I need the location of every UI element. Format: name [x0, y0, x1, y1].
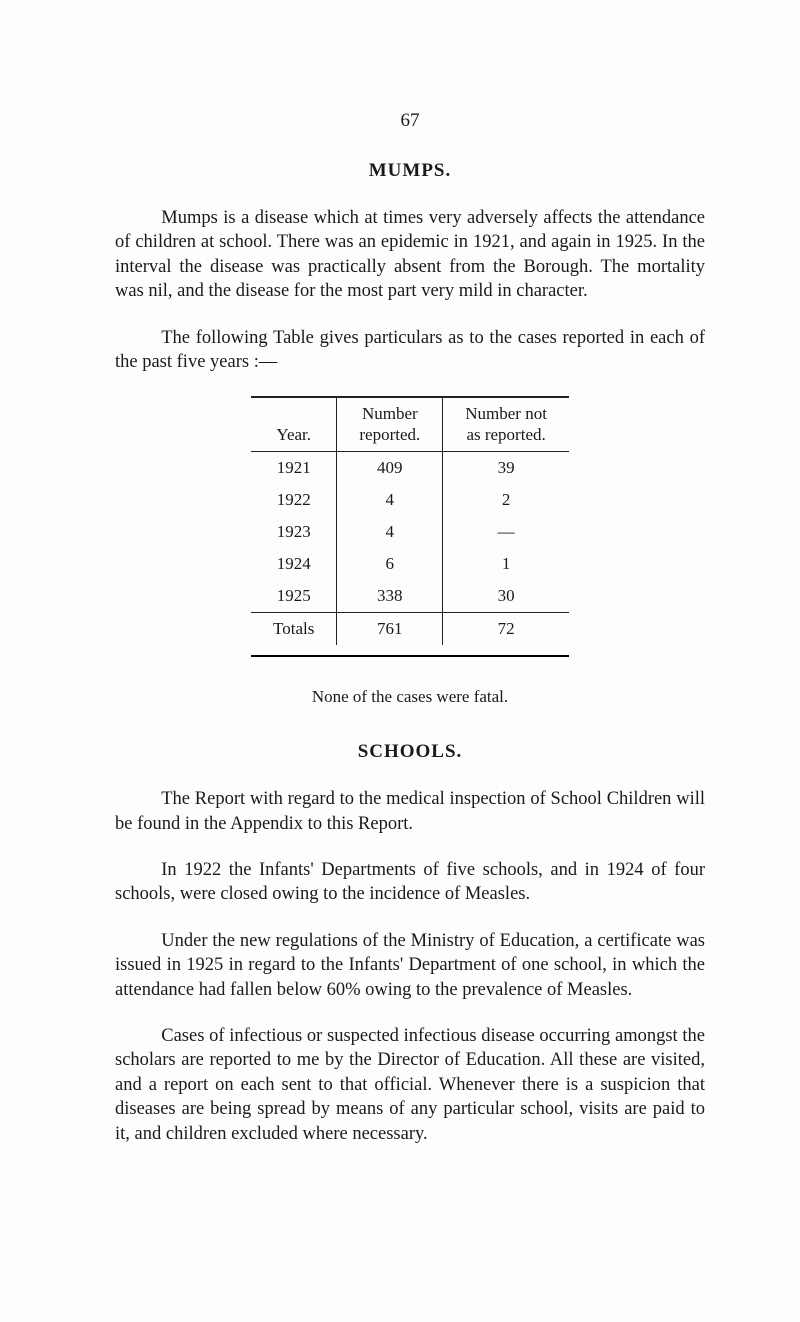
table-header-row: Year. Numberreported. Number notas repor… [251, 397, 569, 451]
table-cell: 409 [337, 452, 443, 485]
table-row: 1924 6 1 [251, 548, 569, 580]
table-row: 1921 409 39 [251, 452, 569, 485]
table-cell: Totals [251, 613, 337, 646]
table-cell: — [443, 516, 569, 548]
paragraph: Under the new regulations of the Ministr… [115, 929, 705, 1002]
table-cell: 72 [443, 613, 569, 646]
table-cell: 1 [443, 548, 569, 580]
paragraph: In 1922 the Infants' Departments of five… [115, 858, 705, 907]
table-cell: 30 [443, 580, 569, 613]
table-cell: 39 [443, 452, 569, 485]
page-number: 67 [115, 110, 705, 132]
table-cell: 2 [443, 484, 569, 516]
table-cell: 1921 [251, 452, 337, 485]
table-cell: 6 [337, 548, 443, 580]
table-header-cell: Numberreported. [337, 397, 443, 451]
section-heading-schools: SCHOOLS. [115, 741, 705, 763]
table-row: 1925 338 30 [251, 580, 569, 613]
table-bottom-rule [251, 645, 569, 656]
paragraph: Mumps is a disease which at times very a… [115, 206, 705, 304]
table-cell: 338 [337, 580, 443, 613]
paragraph: Cases of infectious or suspected infecti… [115, 1024, 705, 1146]
mumps-table: Year. Numberreported. Number notas repor… [251, 396, 569, 657]
document-page: 67 MUMPS. Mumps is a disease which at ti… [0, 0, 800, 1322]
table-cell: 1925 [251, 580, 337, 613]
section-heading-mumps: MUMPS. [115, 160, 705, 182]
paragraph: The Report with regard to the medical in… [115, 787, 705, 836]
table-cell: 4 [337, 484, 443, 516]
table-caption: None of the cases were fatal. [115, 687, 705, 707]
table-header-cell: Number notas reported. [443, 397, 569, 451]
table-header-cell: Year. [251, 397, 337, 451]
table-cell: 4 [337, 516, 443, 548]
table-row: 1923 4 — [251, 516, 569, 548]
table-container: Year. Numberreported. Number notas repor… [115, 396, 705, 657]
paragraph: The following Table gives particulars as… [115, 326, 705, 375]
table-row: 1922 4 2 [251, 484, 569, 516]
table-totals-row: Totals 761 72 [251, 613, 569, 646]
table-cell: 1922 [251, 484, 337, 516]
table-cell: 1923 [251, 516, 337, 548]
table-cell: 761 [337, 613, 443, 646]
table-cell: 1924 [251, 548, 337, 580]
